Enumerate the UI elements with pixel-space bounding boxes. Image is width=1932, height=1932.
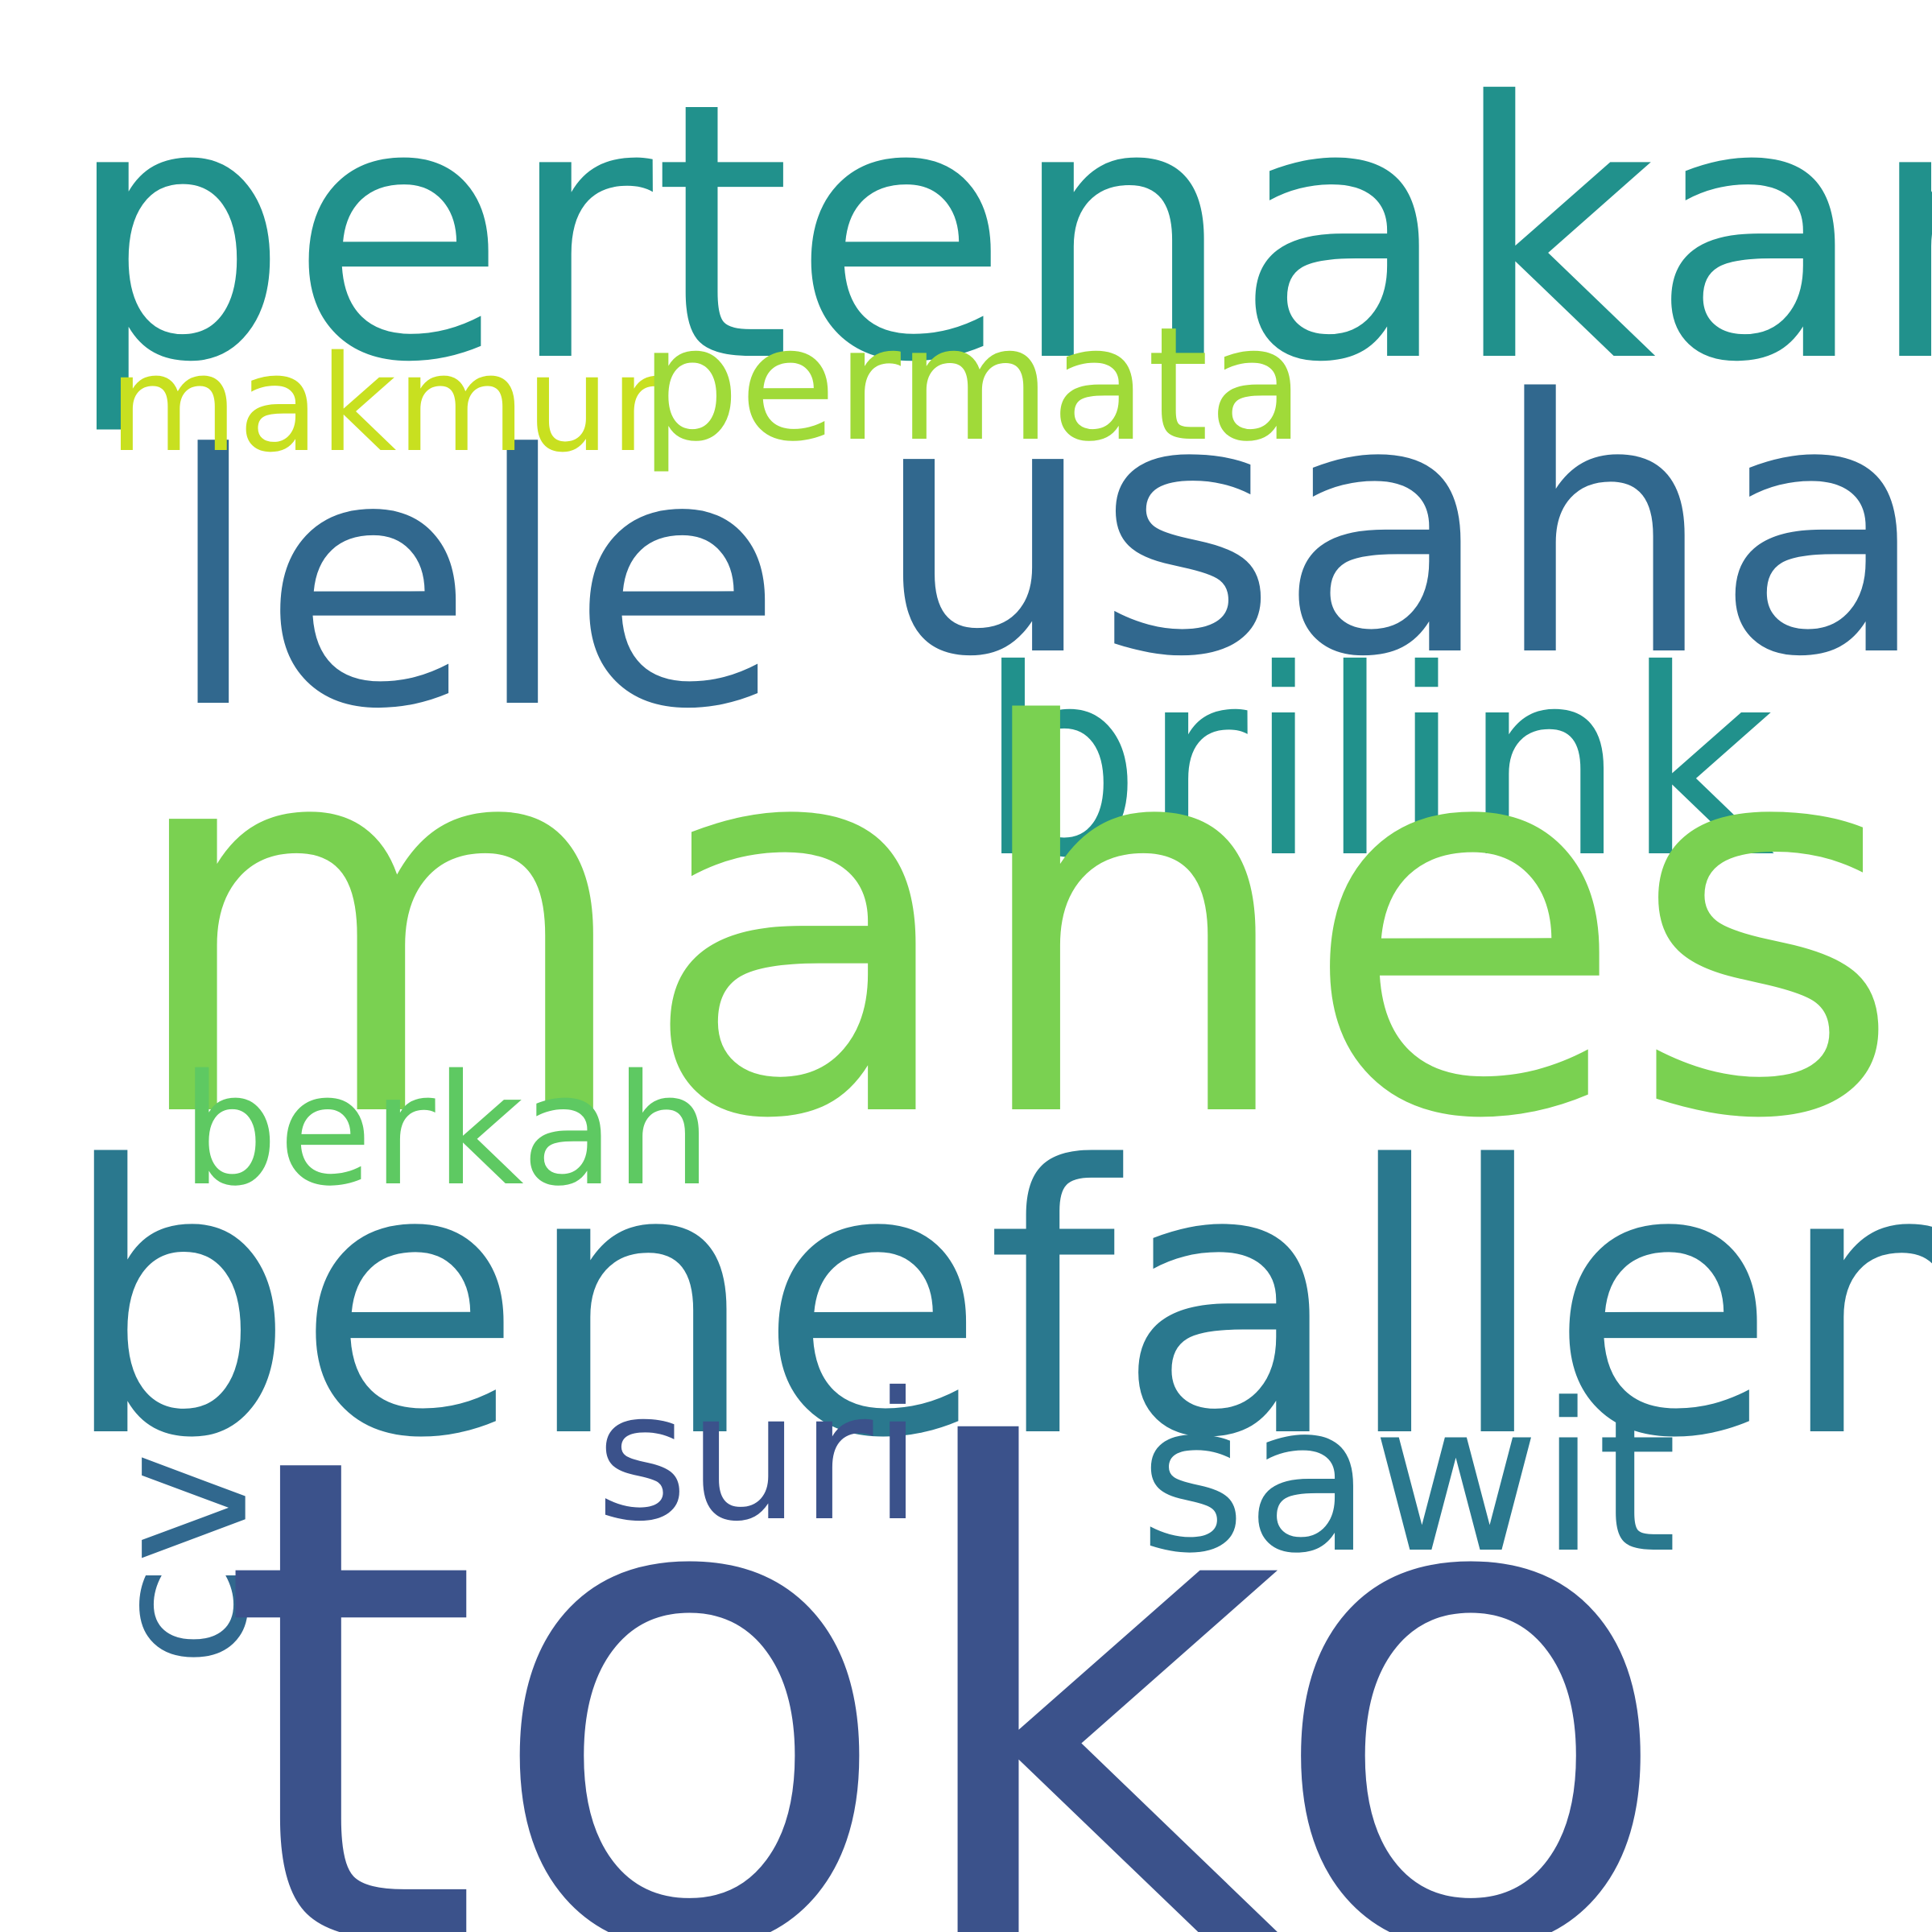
word-benefallen: benefallen — [60, 1088, 1932, 1519]
word-toko: toko — [217, 1313, 1678, 1932]
word-usaha: usaha — [873, 325, 1930, 733]
word-brilink: brilink — [978, 615, 1775, 914]
word-suri: suri — [596, 1354, 923, 1560]
word-makmur: makmur — [109, 327, 665, 481]
word-pertenakan: pertenakan — [64, 27, 1932, 440]
word-sawit: sawit — [1139, 1360, 1678, 1599]
word-mahesa: mahesa — [121, 616, 1932, 1235]
word-berkah: berkah — [181, 1042, 712, 1220]
word-lele: lele — [165, 382, 784, 785]
word-permata: permata — [640, 293, 1305, 476]
